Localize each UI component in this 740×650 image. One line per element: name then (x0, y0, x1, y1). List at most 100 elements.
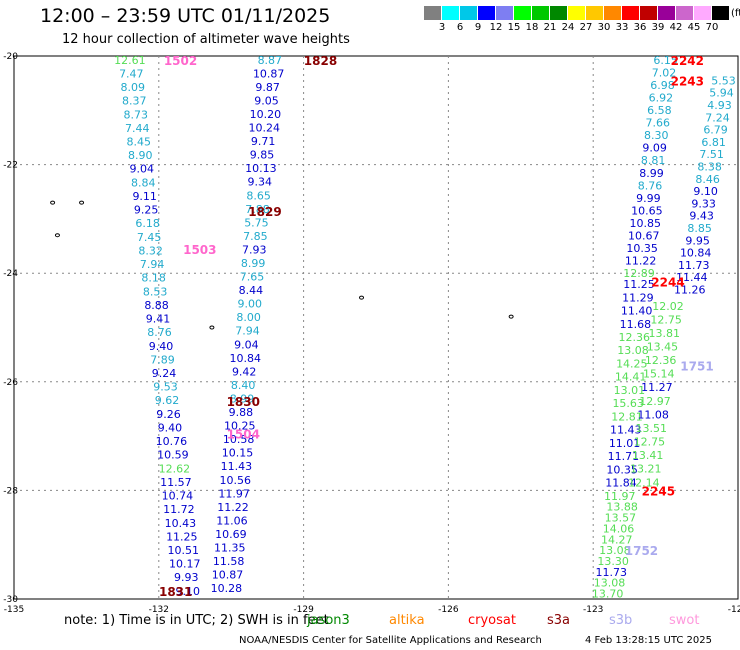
altimeter-tracks: 12.617.478.098.378.737.448.458.909.048.8… (114, 54, 736, 601)
legend-label: 70 (705, 22, 719, 33)
legend-swatch (622, 6, 640, 20)
wave-height-value: 9.88 (229, 406, 254, 419)
wave-height-value: 8.73 (124, 108, 149, 121)
wave-height-value: 11.73 (596, 566, 628, 579)
wave-height-value: 8.30 (644, 129, 669, 142)
wave-height-value: 10.35 (626, 242, 658, 255)
legend-swatch (460, 6, 478, 20)
wave-height-value: 13.01 (614, 384, 646, 397)
wave-height-value: 11.25 (166, 530, 198, 543)
x-tick-label: -123 (583, 605, 603, 615)
wave-height-value: 11.40 (621, 305, 653, 318)
wave-height-value: 10.74 (162, 490, 194, 503)
wave-height-value: 9.04 (234, 338, 259, 351)
wave-height-value: 14.27 (601, 533, 633, 546)
wave-height-value: 13.81 (649, 327, 681, 340)
legend-swatch (640, 6, 658, 20)
legend-swatch (568, 6, 586, 20)
wave-height-value: 4.93 (707, 99, 732, 112)
wave-height-value: 10.87 (212, 569, 244, 582)
wave-height-value: 10.84 (230, 352, 262, 365)
wave-height-value: 9.34 (248, 176, 273, 189)
wave-height-value: 7.94 (235, 325, 260, 338)
map-grid (14, 56, 738, 599)
wave-height-value: 7.93 (242, 243, 267, 256)
wave-height-value: 13.41 (632, 449, 664, 462)
island-outline (359, 295, 365, 300)
pass-time-label: 2243 (671, 74, 704, 88)
wave-height-value: 10.51 (168, 544, 200, 557)
legend-label: 3 (438, 22, 446, 33)
y-tick-label: -24 (3, 269, 18, 279)
mission-s3b: s3b (609, 613, 633, 628)
wave-height-value: 10.76 (156, 435, 188, 448)
wave-height-value: 8.99 (639, 167, 664, 180)
wave-height-value: 6.98 (650, 79, 675, 92)
mission-cryosat: cryosat (468, 613, 516, 628)
wave-height-value: 10.56 (220, 474, 252, 487)
wave-height-value: 12.02 (652, 300, 684, 313)
wave-height-value: 7.47 (119, 67, 144, 80)
wave-height-value: 5.75 (244, 216, 269, 229)
wave-height-value: 11.57 (160, 476, 192, 489)
mission-altika: altika (389, 613, 425, 628)
legend-labels: 3 6 9 12 15 18 21 24 27 30 33 36 39 42 45 70 (424, 20, 730, 34)
wave-height-value: 10.58 (223, 433, 255, 446)
wave-height-value: 12.14 (628, 476, 660, 489)
wave-height-value: 9.42 (232, 365, 257, 378)
wave-height-value: 9.40 (149, 340, 174, 353)
wave-height-value: 8.09 (121, 81, 146, 94)
wave-height-value: 9.85 (250, 149, 275, 162)
wave-height-value: 8.99 (241, 257, 266, 270)
legend-swatch (604, 6, 622, 20)
wave-height-value: 8.38 (697, 161, 722, 174)
wave-height-value: 10.67 (628, 230, 660, 243)
legend-swatch (532, 6, 550, 20)
pass-time-label: 2242 (671, 54, 704, 68)
legend-label: 33 (615, 22, 629, 33)
island-outline (50, 200, 56, 205)
wave-height-value: 11.43 (221, 460, 253, 473)
wave-height-value: 7.85 (243, 230, 268, 243)
wave-height-value: 10.69 (215, 528, 247, 541)
wave-height-value: 9.05 (254, 94, 279, 107)
wave-height-value: 5.53 (711, 74, 736, 87)
wave-height-value: 10.13 (245, 162, 277, 175)
map-frame (13, 55, 739, 600)
wave-height-value: 9.95 (685, 234, 710, 247)
footer-note: note: 1) Time is in UTC; 2) SWH is in fe… (64, 613, 329, 628)
page-subtitle: 12 hour collection of altimeter wave hei… (62, 32, 350, 47)
wave-height-value: 9.10 (693, 185, 718, 198)
legend-label: 45 (687, 22, 701, 33)
legend-label: 27 (579, 22, 593, 33)
wave-height-value: 11.68 (620, 318, 652, 331)
wave-height-value: 13.51 (636, 422, 668, 435)
wave-height-value: 9.04 (129, 163, 154, 176)
wave-height-value: 8.99 (230, 392, 255, 405)
pass-time-label: 1752 (625, 544, 658, 558)
wave-height-value: 13.45 (647, 341, 679, 354)
wave-height-value: 11.43 (610, 424, 642, 437)
wave-height-value: 11.08 (637, 408, 669, 421)
legend-label: 36 (633, 22, 647, 33)
wave-height-value: 11.26 (674, 283, 706, 296)
wave-height-value: 11.58 (213, 555, 245, 568)
wave-height-value: 9.41 (146, 313, 171, 326)
wave-height-value: 9.40 (158, 421, 183, 434)
credit-text: NOAA/NESDIS Center for Satellite Applica… (239, 635, 542, 646)
wave-height-value: 7.65 (240, 271, 265, 284)
wave-height-value: 6.81 (701, 136, 726, 149)
wave-height-value: 11.29 (622, 291, 654, 304)
wave-height-value: 11.71 (608, 450, 640, 463)
legend-swatch (496, 6, 514, 20)
wave-height-value: 9.10 (176, 585, 201, 598)
wave-height-value: 6.58 (647, 104, 672, 117)
wave-height-value: 12.36 (645, 354, 677, 367)
wave-height-value: 12.62 (159, 462, 191, 475)
x-tick-label: -132 (149, 605, 169, 615)
wave-height-value: 8.90 (128, 149, 153, 162)
legend-swatch (658, 6, 676, 20)
wave-height-value: 13.30 (597, 555, 629, 568)
